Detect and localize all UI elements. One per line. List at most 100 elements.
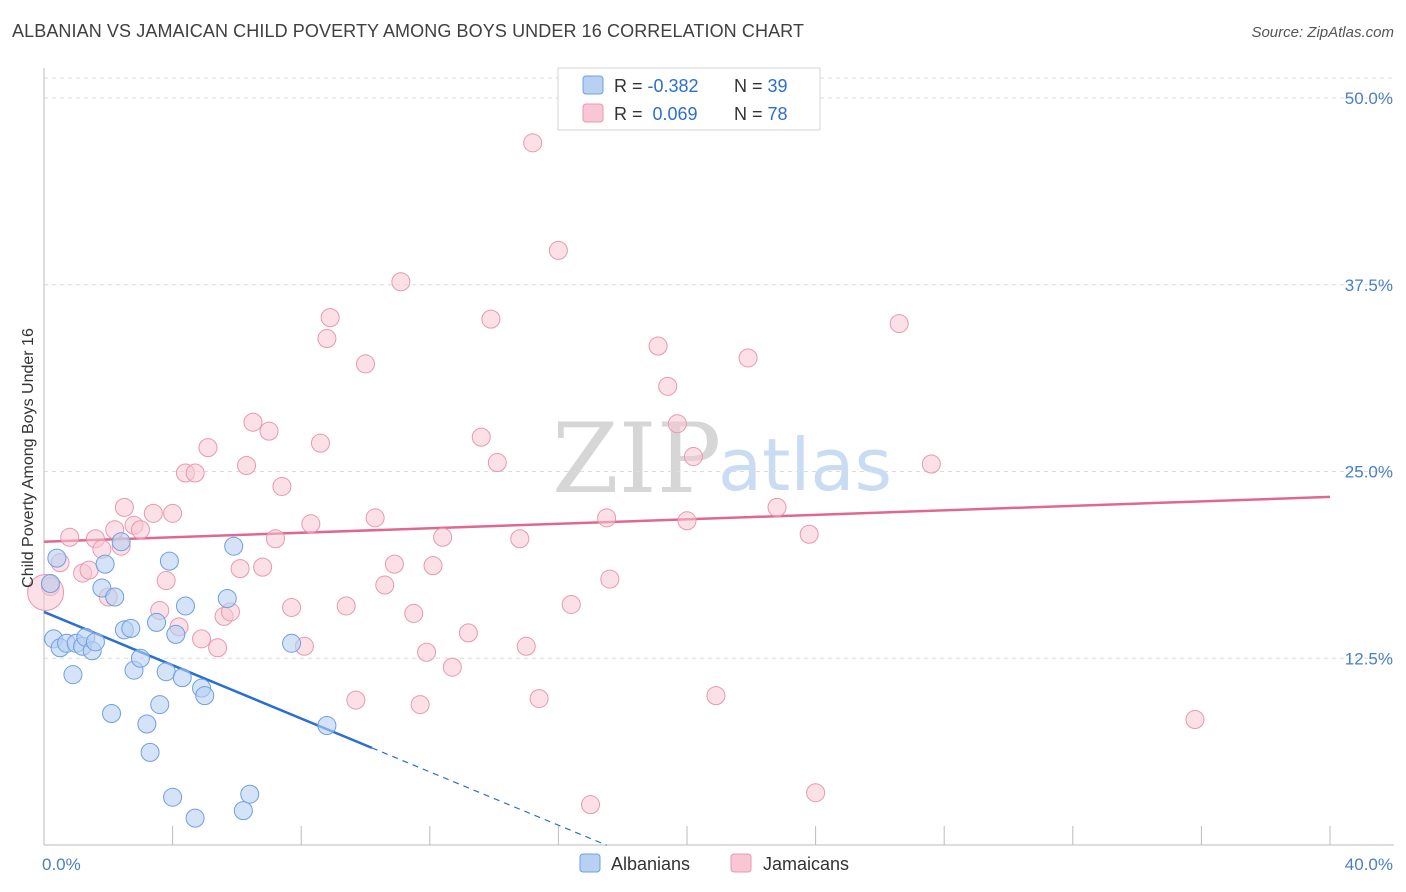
albanians-point-0 <box>40 574 60 594</box>
albanians-point-36 <box>240 784 260 804</box>
legend-r-label-2: R = <box>614 104 648 124</box>
jamaicans-point-36 <box>317 329 337 349</box>
albanians-point-28 <box>172 668 192 688</box>
y-tick-label-3: 50.0% <box>1345 89 1393 108</box>
jamaicans-point-12 <box>130 520 150 540</box>
jamaicans-point-42 <box>375 575 395 595</box>
jamaicans-point-4 <box>79 560 99 580</box>
jamaicans-point-63 <box>600 569 620 589</box>
jamaicans-point-20 <box>192 629 212 649</box>
legend-n-label-2: N = <box>734 104 768 124</box>
jamaicans-point-37 <box>320 308 340 328</box>
legend-n-label-1: N = <box>734 76 768 96</box>
albanians-point-34 <box>224 536 244 556</box>
albanians-point-29 <box>175 596 195 616</box>
x-tick-label-1: 40.0% <box>1345 855 1393 874</box>
legend-n-2: N = 78 <box>734 104 788 124</box>
jamaicans-point-55 <box>510 529 530 549</box>
correlation-legend: R = -0.382 N = 39 R = 0.069 N = 78 <box>557 67 821 131</box>
jamaicans-point-39 <box>346 690 366 710</box>
watermark-atlas: atlas <box>718 423 892 507</box>
jamaicans-point-74 <box>889 314 909 334</box>
series-legend-jamaicans: Jamaicans <box>763 854 849 874</box>
albanians-point-23 <box>150 695 170 715</box>
chart-title: ALBANIAN VS JAMAICAN CHILD POVERTY AMONG… <box>12 21 805 41</box>
legend-n-value-2: 78 <box>768 104 788 124</box>
albanians-point-5 <box>63 665 83 685</box>
x-tick-labels: 0.0% 40.0% <box>42 855 1393 874</box>
jamaicans-point-60 <box>561 594 581 614</box>
jamaicans-point-19 <box>185 463 205 483</box>
jamaicans-point-59 <box>548 240 568 260</box>
albanians-point-12 <box>95 554 115 574</box>
series-legend-albanians: Albanians <box>611 854 690 874</box>
legend-r-label-1: R = <box>614 76 648 96</box>
jamaicans-point-25 <box>230 559 250 579</box>
jamaicans-point-67 <box>677 511 697 531</box>
jamaicans-point-30 <box>265 529 285 549</box>
albanians-point-15 <box>111 532 131 552</box>
jamaicans-point-71 <box>767 497 787 517</box>
jamaicans-point-29 <box>259 421 279 441</box>
jamaicans-point-68 <box>683 447 703 467</box>
jamaicans-point-27 <box>243 412 263 432</box>
jamaicans-point-21 <box>198 438 218 458</box>
jamaicans-point-50 <box>442 657 462 677</box>
jamaicans-point-65 <box>658 376 678 396</box>
jamaicans-point-10 <box>114 497 134 517</box>
y-axis-label: Child Poverty Among Boys Under 16 <box>20 328 37 588</box>
series-legend: Albanians Jamaicans <box>579 853 849 874</box>
jamaicans-point-56 <box>516 636 536 656</box>
albanians-point-13 <box>102 704 122 724</box>
legend-swatch-jamaicans <box>582 103 604 123</box>
jamaicans-point-52 <box>471 427 491 447</box>
jamaicans-point-49 <box>433 527 453 547</box>
jamaicans-point-70 <box>738 348 758 368</box>
jamaicans-point-53 <box>481 309 501 329</box>
jamaicans-point-69 <box>706 686 726 706</box>
jamaicans-point-31 <box>272 476 292 496</box>
series-legend-swatch-albanians <box>579 853 601 873</box>
jamaicans-point-61 <box>581 795 601 815</box>
jamaicans-point-38 <box>336 596 356 616</box>
albanians-point-19 <box>130 648 150 668</box>
jamaicans-point-43 <box>384 554 404 574</box>
y-tick-label-2: 37.5% <box>1345 276 1393 295</box>
y-tick-label-1: 25.0% <box>1345 463 1393 482</box>
jamaicans-point-66 <box>667 414 687 434</box>
jamaicans-point-72 <box>799 524 819 544</box>
albanians-point-20 <box>137 714 157 734</box>
jamaicans-point-76 <box>1185 710 1205 730</box>
jamaicans-point-46 <box>410 695 430 715</box>
albanians-point-10 <box>85 632 105 652</box>
legend-swatch-albanians <box>582 75 604 95</box>
jamaicans-point-44 <box>391 272 411 292</box>
jamaicans-point-26 <box>237 456 257 476</box>
jamaicans-point-75 <box>921 454 941 474</box>
jamaicans-point-47 <box>417 642 437 662</box>
jamaicans-point-16 <box>163 503 183 523</box>
series-legend-swatch-jamaicans <box>730 853 752 873</box>
jamaicans-point-54 <box>487 453 507 473</box>
jamaicans-point-57 <box>523 133 543 153</box>
jamaicans-point-64 <box>648 336 668 356</box>
legend-row-2: R = 0.069 <box>614 104 698 124</box>
albanians-point-14 <box>105 587 125 607</box>
jamaicans-point-58 <box>529 689 549 709</box>
albanians-point-17 <box>121 618 141 638</box>
y-tick-labels: 12.5% 25.0% 37.5% 50.0% <box>1345 89 1393 668</box>
jamaicans-points <box>27 133 1205 815</box>
albanians-point-37 <box>282 633 302 653</box>
legend-r-value-2: 0.069 <box>648 104 698 124</box>
legend-n-1: N = 39 <box>734 76 788 96</box>
albanians-point-27 <box>166 624 186 644</box>
jamaicans-point-51 <box>458 623 478 643</box>
albanians-point-25 <box>159 551 179 571</box>
jamaicans-point-62 <box>597 508 617 528</box>
jamaicans-point-15 <box>156 571 176 591</box>
albanians-trend-extension <box>371 747 607 846</box>
jamaicans-point-73 <box>806 783 826 803</box>
albanians-point-38 <box>317 715 337 735</box>
axes <box>43 68 1394 846</box>
legend-r-value-1: -0.382 <box>648 76 699 96</box>
